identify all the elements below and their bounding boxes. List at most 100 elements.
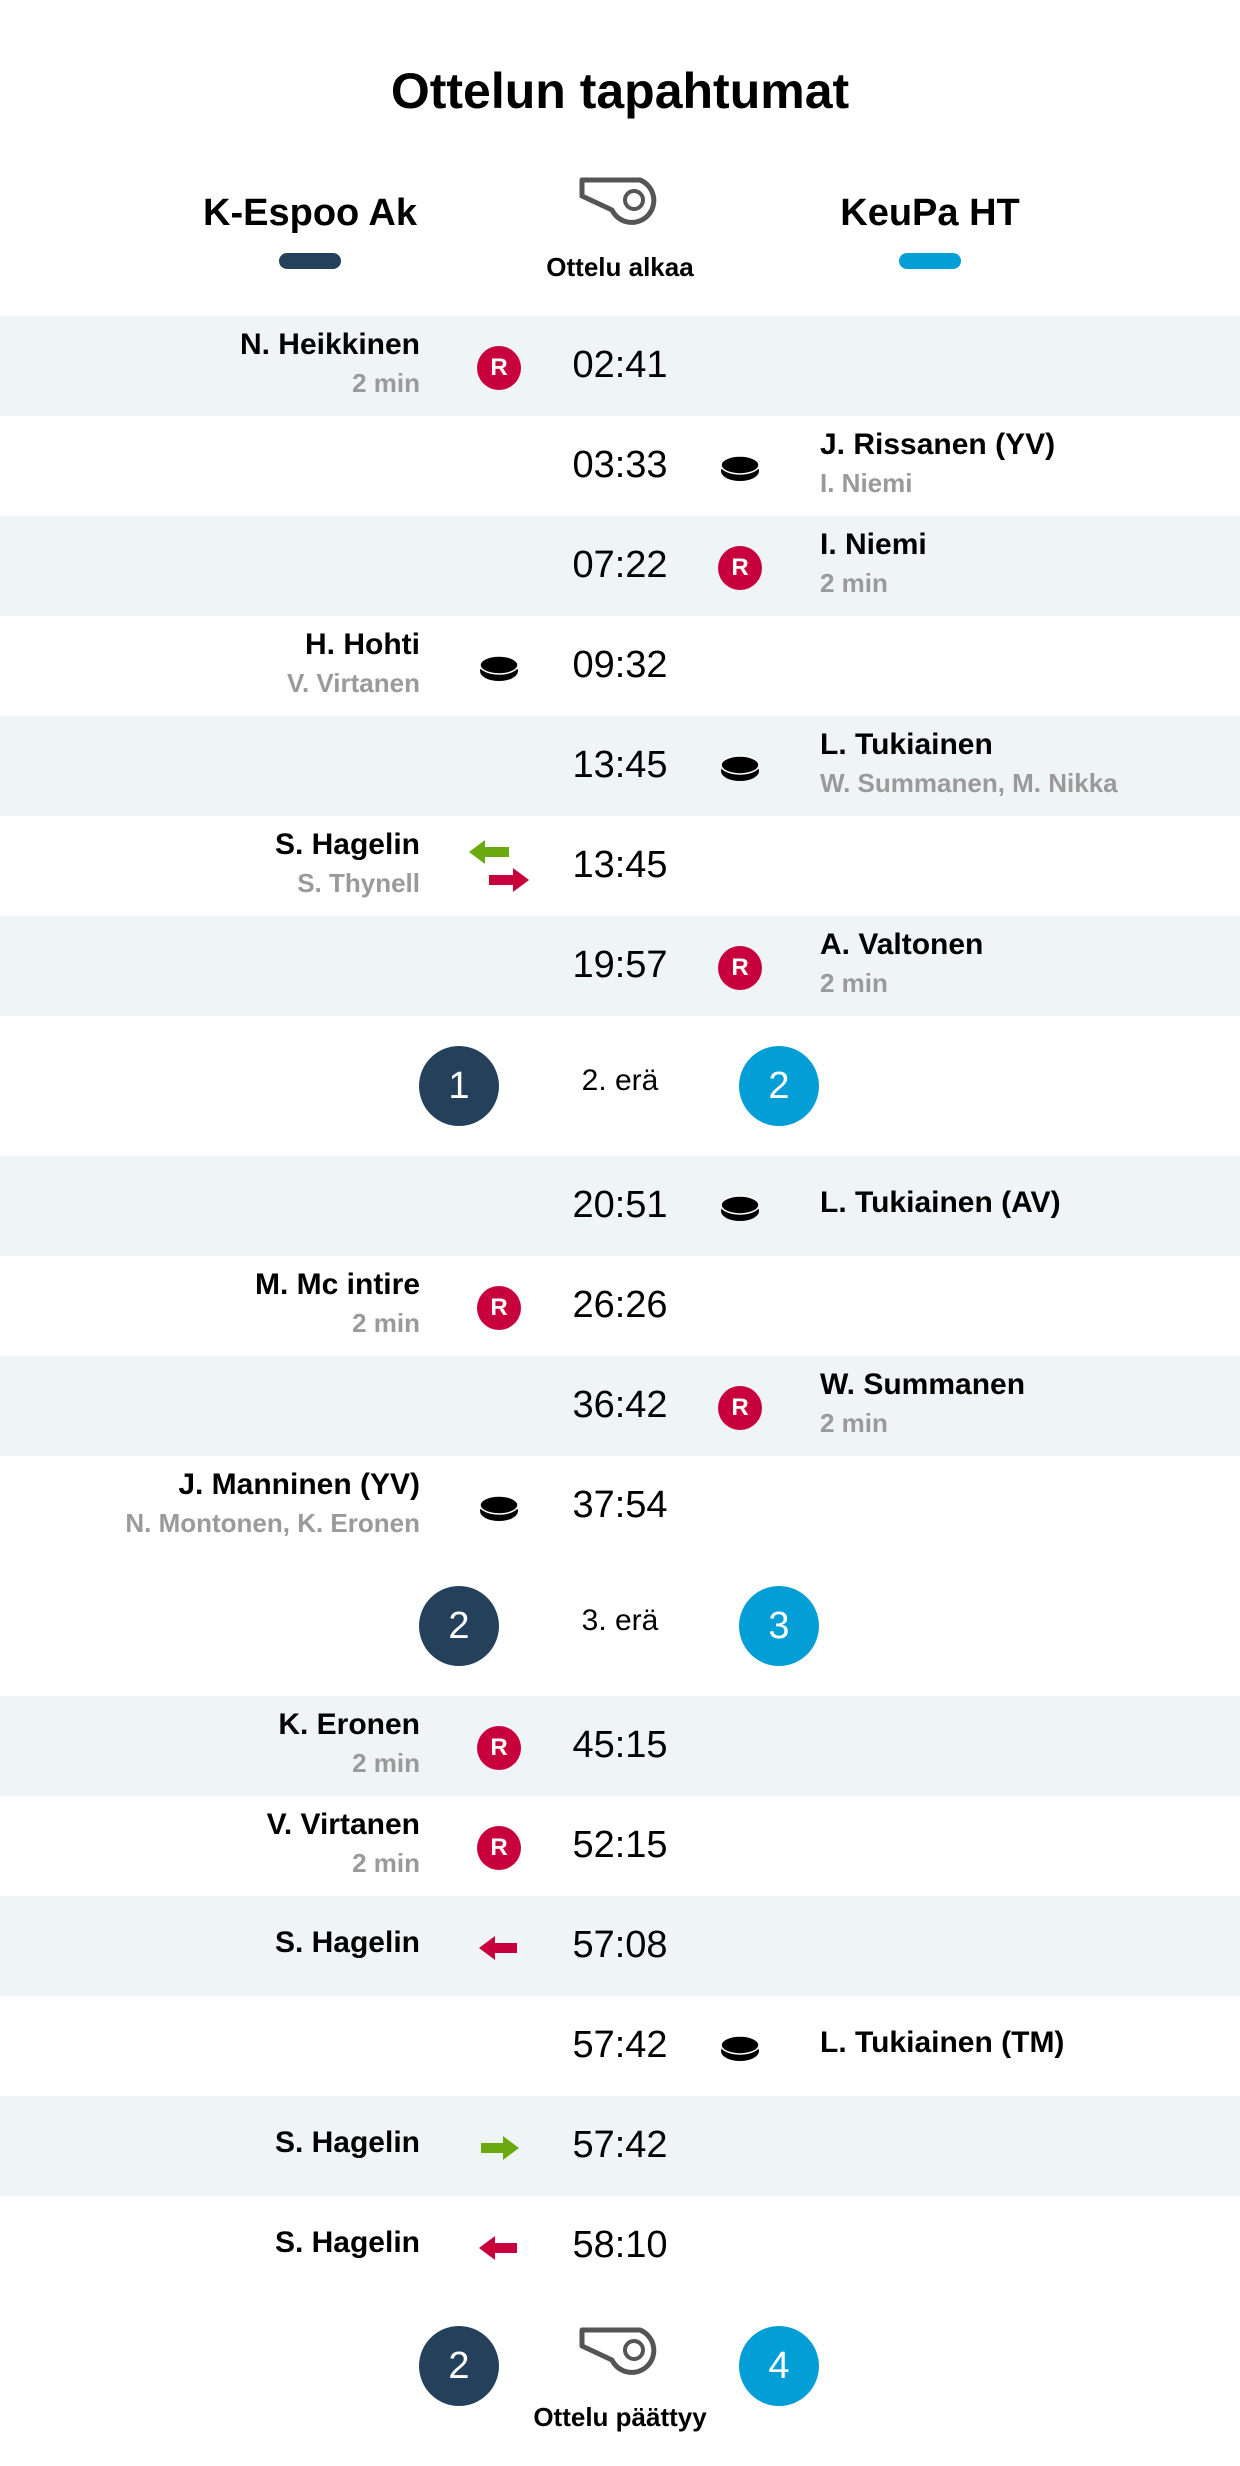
event-time: 58:10: [572, 2224, 668, 2266]
period-label: 2. erä: [581, 1064, 659, 1097]
event-row: S. Hagelin 58:10: [0, 2196, 1240, 2296]
away-team-name: KeuPa HT: [840, 192, 1020, 234]
event-time: 13:45: [572, 744, 668, 786]
penalty-badge: R: [477, 1826, 521, 1870]
whistle-icon: [578, 2326, 662, 2382]
puck-icon: [475, 1486, 523, 1530]
goalie-change-icon: [467, 838, 531, 894]
penalty-badge: R: [718, 946, 762, 990]
player-name: L. Tukiainen: [820, 728, 993, 761]
event-row: I. Niemi 2 min 07:22 R: [0, 516, 1240, 616]
penalty-icon: R: [475, 1726, 523, 1770]
event-row: A. Valtonen 2 min 19:57 R: [0, 916, 1240, 1016]
penalty-badge: R: [477, 1286, 521, 1330]
event-time: 13:45: [572, 844, 668, 886]
penalty-badge: R: [477, 346, 521, 390]
home-score: 2: [419, 1586, 499, 1666]
event-detail: 2 min: [820, 1408, 888, 1438]
event-detail: 2 min: [820, 968, 888, 998]
player-name: M. Mc intire: [254, 1268, 420, 1301]
away-score: 3: [739, 1586, 819, 1666]
event-row: S. Hagelin 57:08: [0, 1896, 1240, 1996]
player-name: H. Hohti: [305, 628, 420, 661]
penalty-icon: R: [716, 1386, 764, 1430]
event-time: 20:51: [572, 1184, 668, 1226]
player-name: V. Virtanen: [266, 1808, 420, 1841]
event-row: M. Mc intire 2 min 26:26 R: [0, 1256, 1240, 1356]
event-time: 36:42: [572, 1384, 668, 1426]
player-name: S. Hagelin: [274, 1926, 420, 1959]
penalty-icon: R: [475, 1826, 523, 1870]
period-label: 3. erä: [581, 1604, 659, 1637]
goalie-out-arrow-icon: [475, 2226, 523, 2270]
event-time: 02:41: [572, 344, 668, 386]
event-detail: 2 min: [352, 1308, 420, 1338]
event-time: 57:42: [572, 2024, 668, 2066]
event-row: J. Rissanen (YV) I. Niemi 03:33: [0, 416, 1240, 516]
event-time: 26:26: [572, 1284, 668, 1326]
final-home-score: 2: [419, 2326, 499, 2406]
puck-icon: [716, 746, 764, 790]
event-time: 57:42: [572, 2124, 668, 2166]
event-row: N. Heikkinen 2 min 02:41 R: [0, 316, 1240, 416]
event-time: 52:15: [572, 1824, 668, 1866]
penalty-badge: R: [718, 546, 762, 590]
event-detail: N. Montonen, K. Eronen: [125, 1508, 420, 1538]
home-score: 1: [419, 1046, 499, 1126]
event-time: 37:54: [572, 1484, 668, 1526]
puck-icon: [716, 1186, 764, 1230]
event-detail: 2 min: [820, 568, 888, 598]
player-name: N. Heikkinen: [239, 328, 420, 361]
event-row: S. Hagelin 57:42: [0, 2096, 1240, 2196]
event-time: 19:57: [572, 944, 668, 986]
event-row: K. Eronen 2 min 45:15 R: [0, 1696, 1240, 1796]
event-time: 03:33: [572, 444, 668, 486]
player-name: S. Hagelin: [274, 2126, 420, 2159]
player-name: S. Hagelin: [274, 2226, 420, 2259]
player-name: J. Manninen (YV): [178, 1468, 420, 1501]
player-name: L. Tukiainen (AV): [820, 1186, 1061, 1219]
event-time: 07:22: [572, 544, 668, 586]
event-detail: 2 min: [352, 1748, 420, 1778]
player-name: S. Hagelin: [274, 828, 420, 861]
penalty-icon: R: [475, 346, 523, 390]
goalie-in-arrow-icon: [475, 2126, 523, 2170]
final-away-score: 4: [739, 2326, 819, 2406]
period-divider: 1 2. erä 2: [0, 1016, 1240, 1156]
match-start-label: Ottelu alkaa: [546, 252, 694, 282]
match-end-label: Ottelu päättyy: [533, 2402, 707, 2432]
event-time: 45:15: [572, 1724, 668, 1766]
match-end: 2 4 Ottelu päättyy: [0, 2306, 1240, 2466]
penalty-badge: R: [718, 1386, 762, 1430]
event-detail: V. Virtanen: [287, 668, 420, 698]
event-row: J. Manninen (YV) N. Montonen, K. Eronen 37…: [0, 1456, 1240, 1556]
player-name: W. Summanen: [820, 1368, 1026, 1401]
whistle-icon: [578, 176, 662, 232]
penalty-icon: R: [475, 1286, 523, 1330]
puck-icon: [475, 646, 523, 690]
player-name: I. Niemi: [820, 528, 927, 561]
puck-icon: [716, 2026, 764, 2070]
away-score: 2: [739, 1046, 819, 1126]
event-detail: W. Summanen, M. Nikka: [820, 768, 1118, 798]
event-row: W. Summanen 2 min 36:42 R: [0, 1356, 1240, 1456]
player-name: L. Tukiainen (TM): [820, 2026, 1065, 2059]
away-team-color-bar: [899, 253, 961, 269]
event-row: S. Hagelin S. Thynell 13:45: [0, 816, 1240, 916]
event-detail: I. Niemi: [820, 468, 913, 498]
page-title: Ottelun tapahtumat: [390, 63, 850, 119]
puck-icon: [716, 446, 764, 490]
player-name: J. Rissanen (YV): [820, 428, 1056, 461]
event-time: 09:32: [572, 644, 668, 686]
goalie-out-arrow-icon: [475, 1926, 523, 1970]
event-row: H. Hohti V. Virtanen 09:32: [0, 616, 1240, 716]
event-time: 57:08: [572, 1924, 668, 1966]
event-row: L. Tukiainen (AV) 20:51: [0, 1156, 1240, 1256]
player-name: K. Eronen: [278, 1708, 420, 1741]
event-row: V. Virtanen 2 min 52:15 R: [0, 1796, 1240, 1896]
event-detail: S. Thynell: [297, 868, 420, 898]
event-row: L. Tukiainen W. Summanen, M. Nikka 13:45: [0, 716, 1240, 816]
penalty-badge: R: [477, 1726, 521, 1770]
penalty-icon: R: [716, 946, 764, 990]
event-detail: 2 min: [352, 368, 420, 398]
